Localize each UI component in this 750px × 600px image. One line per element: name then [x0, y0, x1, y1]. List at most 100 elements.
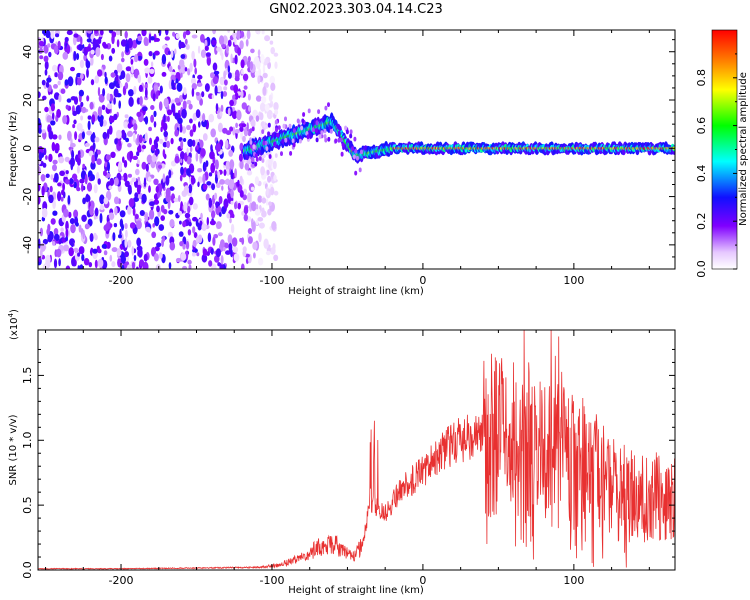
noise-blob: [99, 204, 105, 210]
noise-blob: [243, 85, 248, 90]
noise-blob: [111, 247, 118, 253]
noise-blob: [204, 83, 210, 92]
noise-blob: [266, 169, 270, 176]
noise-blob: [134, 192, 139, 199]
noise-blob: [57, 80, 61, 86]
noise-blob: [246, 122, 249, 132]
noise-blob: [188, 264, 192, 269]
noise-blob: [155, 185, 159, 193]
noise-blob: [188, 103, 193, 110]
noise-blob: [192, 216, 198, 222]
noise-blob: [136, 220, 142, 230]
noise-blob: [103, 224, 110, 232]
noise-blob: [82, 197, 86, 205]
snr-ytick-label: 0.5: [21, 496, 34, 514]
noise-blob: [105, 154, 111, 161]
noise-blob: [70, 66, 75, 72]
noise-blob: [243, 206, 249, 215]
noise-blob: [255, 115, 260, 122]
noise-blob: [151, 154, 157, 163]
noise-blob: [121, 223, 124, 231]
noise-blob: [265, 198, 269, 206]
noise-blob: [65, 236, 68, 242]
noise-blob: [76, 123, 83, 131]
noise-blob: [57, 191, 62, 202]
noise-blob: [84, 174, 88, 185]
noise-blob: [103, 250, 108, 256]
noise-blob: [125, 137, 130, 143]
noise-blob: [200, 148, 206, 157]
noise-blob: [244, 162, 250, 171]
noise-blob: [137, 145, 142, 153]
noise-blob: [180, 252, 187, 261]
noise-blob: [201, 119, 208, 128]
noise-blob: [129, 222, 136, 229]
noise-blob: [77, 265, 81, 269]
noise-blob: [165, 175, 170, 186]
noise-blob: [226, 213, 231, 219]
noise-blob: [67, 195, 71, 205]
snr-panel: -200 -100 0 100 0.0 0.5 1.0 1.5 (x104): [7, 309, 676, 587]
snr-ytick-label: 0.0: [21, 561, 34, 579]
trace-speckle: [351, 146, 355, 152]
noise-blob: [223, 86, 228, 91]
noise-blob: [113, 113, 118, 121]
noise-blob: [136, 184, 141, 195]
noise-blob: [137, 55, 143, 61]
noise-blob: [197, 181, 200, 188]
colorbar: 0.0 0.2 0.4 0.6 0.8 Normalized spectral ampl…: [695, 29, 749, 278]
noise-blob: [81, 131, 85, 140]
noise-blob: [182, 265, 188, 269]
noise-blob: [242, 73, 249, 82]
noise-blob: [237, 202, 241, 210]
noise-blob: [158, 224, 165, 231]
noise-blob: [134, 213, 139, 220]
noise-blob: [52, 64, 58, 72]
noise-blob: [239, 40, 244, 50]
noise-blob: [204, 45, 209, 51]
trace-speckle: [307, 108, 311, 114]
noise-blob: [97, 178, 101, 185]
trace-speckle: [341, 142, 345, 148]
noise-blob: [256, 60, 261, 70]
noise-blob: [218, 196, 223, 204]
noise-blob: [38, 151, 43, 162]
noise-blob: [116, 63, 123, 73]
noise-blob: [108, 125, 113, 135]
trace-speckle: [275, 127, 278, 133]
noise-blob: [228, 149, 234, 157]
noise-blob: [54, 233, 60, 241]
noise-blob: [84, 142, 90, 147]
noise-blob: [90, 56, 94, 66]
noise-blob: [255, 95, 262, 102]
noise-blob: [67, 130, 72, 141]
noise-blob: [92, 248, 98, 254]
noise-blob: [258, 232, 262, 243]
noise-blob: [196, 82, 203, 87]
noise-blob: [242, 194, 247, 201]
spec-xtick-label: 0: [419, 274, 426, 287]
noise-blob: [179, 174, 183, 182]
noise-blob: [58, 156, 65, 164]
noise-blob: [38, 165, 41, 176]
noise-blob: [76, 187, 81, 192]
noise-blob: [44, 60, 49, 70]
noise-blob: [187, 138, 194, 148]
noise-blob: [90, 133, 96, 143]
noise-blob: [192, 203, 198, 210]
noise-blob: [201, 223, 207, 231]
noise-blob: [148, 126, 153, 132]
noise-blob: [130, 180, 133, 186]
noise-blob: [216, 85, 223, 93]
noise-blob: [227, 234, 233, 245]
noise-blob: [193, 232, 198, 239]
noise-blob: [118, 100, 121, 109]
noise-blob: [209, 220, 216, 226]
trace-speckle: [329, 129, 333, 134]
noise-blob: [92, 142, 96, 151]
noise-blob: [138, 84, 143, 92]
spec-ytick-label: 0: [21, 145, 34, 152]
noise-blob: [234, 92, 239, 100]
noise-blob: [180, 72, 183, 78]
trace-speckle: [298, 138, 302, 144]
